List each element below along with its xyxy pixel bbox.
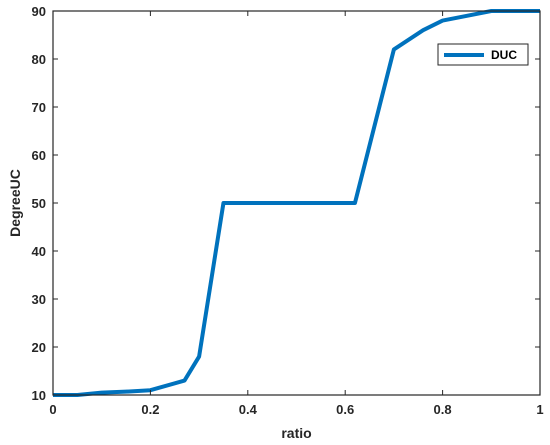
y-tick-label: 30 — [32, 292, 46, 307]
series-line-duc — [53, 9, 540, 397]
y-tick-label: 80 — [32, 52, 46, 67]
y-tick-label: 10 — [32, 388, 46, 403]
x-tick-label: 0.6 — [336, 402, 354, 417]
x-tick-label: 0 — [49, 402, 56, 417]
axes-layer: 0 0.2 0.4 0.6 0.8 1 10 20 30 40 50 60 70 80 90 — [32, 4, 544, 417]
x-tick-label: 0.4 — [239, 402, 258, 417]
y-tick-label: 20 — [32, 340, 46, 355]
y-tick-label: 60 — [32, 148, 46, 163]
y-tick-label: 50 — [32, 196, 46, 211]
legend: DUC — [437, 43, 529, 66]
x-tick-label: 0.2 — [141, 402, 159, 417]
legend-label-duc: DUC — [491, 48, 517, 62]
series-layer — [53, 9, 540, 397]
y-tick-label: 70 — [32, 100, 46, 115]
y-tick-label: 40 — [32, 244, 46, 259]
y-axis-title: DegreeUC — [7, 169, 23, 237]
x-axis-title: ratio — [281, 425, 311, 441]
x-tick-label: 1 — [536, 402, 543, 417]
y-tick-label: 90 — [32, 4, 46, 19]
x-tick-label: 0.8 — [434, 402, 452, 417]
